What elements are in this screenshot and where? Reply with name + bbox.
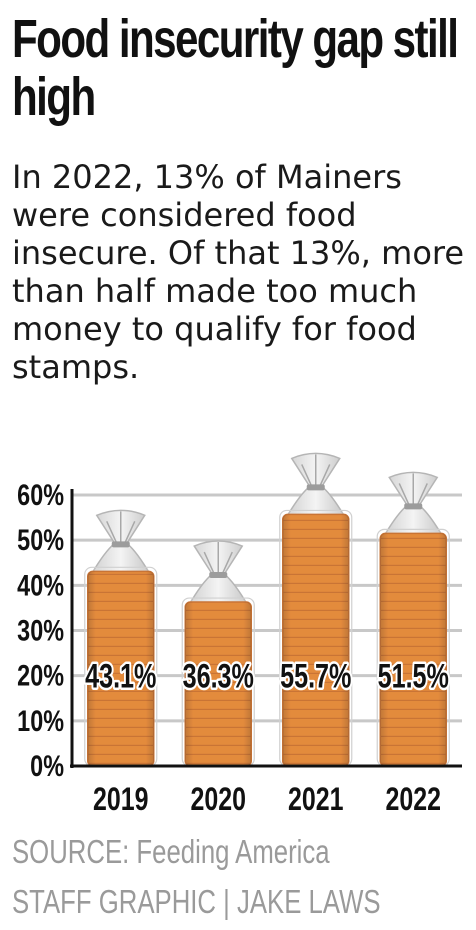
y-tick-label: 30% <box>17 614 64 647</box>
loaf-shading <box>380 533 447 766</box>
bar-2022 <box>376 471 450 767</box>
x-tick-label-2021: 2021 <box>288 782 344 818</box>
bag-wrap <box>279 509 353 767</box>
bag-twist-tie <box>111 541 130 548</box>
bag-fold-lines <box>203 542 233 575</box>
value-label-2020: 36.3% <box>183 658 254 696</box>
bag-twist-tie <box>306 484 325 491</box>
y-tick-label: 20% <box>17 659 64 692</box>
x-tick-label-2020: 2020 <box>190 782 246 818</box>
value-label-2022: 51.5% <box>378 658 449 696</box>
loaf-shading <box>282 514 349 766</box>
bag-twist-tie <box>404 503 423 510</box>
value-label-2021: 55.7% <box>280 658 351 696</box>
bar-2020 <box>181 540 255 767</box>
bag-fold-lines <box>398 473 428 506</box>
chart-subtitle: In 2022, 13% of Mainers were considered … <box>12 158 465 386</box>
bag-fold-lines <box>301 454 331 487</box>
bag-twist-tie <box>209 572 228 579</box>
value-label-2019: 43.1% <box>85 658 156 696</box>
y-tick-label: 50% <box>17 523 64 556</box>
y-tick-label: 60% <box>17 478 64 511</box>
bag-wrap <box>376 528 450 767</box>
staff-credit: STAFF GRAPHIC | JAKE LAWS <box>12 883 381 920</box>
loaf-shading <box>185 602 252 766</box>
x-tick-label-2019: 2019 <box>93 782 149 818</box>
y-tick-label: 40% <box>17 569 64 602</box>
chart-title: Food insecurity gap still high <box>12 9 459 127</box>
x-tick-label-2022: 2022 <box>385 782 441 818</box>
y-tick-label: 0% <box>30 749 64 782</box>
bag-fold-lines <box>106 511 136 544</box>
loaf-shading <box>87 571 154 766</box>
bar-2021 <box>279 452 353 767</box>
source-note: SOURCE: Feeding America <box>12 833 330 870</box>
y-tick-label: 10% <box>17 704 64 737</box>
bar-chart: 0% 10% 20% 30% 40% 50% 60% 43.1% 36.3% 55.7% 51.5… <box>17 452 462 818</box>
bar-2019 <box>84 509 158 767</box>
